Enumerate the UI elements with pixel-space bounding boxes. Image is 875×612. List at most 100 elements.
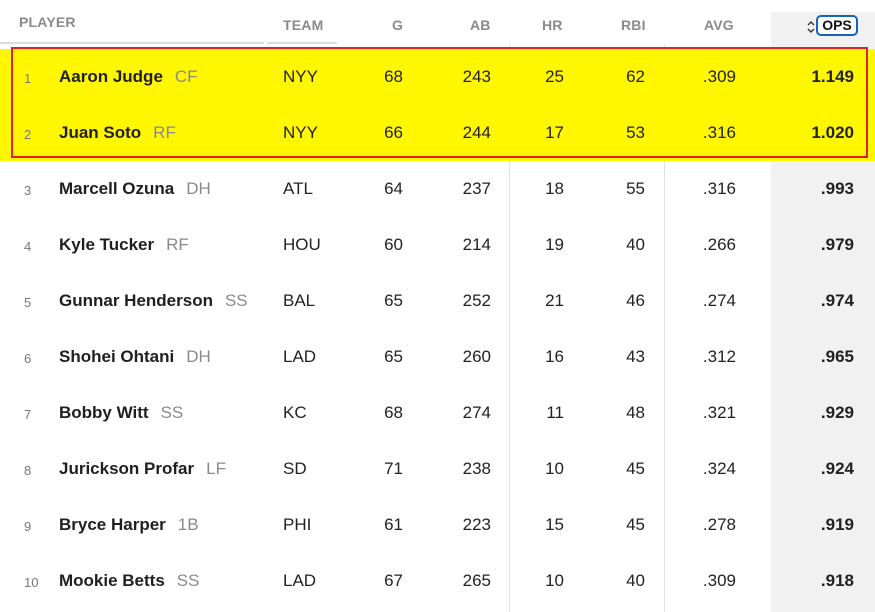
home-runs: 25: [545, 67, 564, 86]
table-row[interactable]: 6 Shohei Ohtani DH LAD 65 260 16 43 .312 …: [0, 329, 875, 385]
player-name-text[interactable]: Bryce Harper: [59, 515, 166, 534]
player-position: SS: [224, 291, 248, 310]
player-name[interactable]: Gunnar Henderson SS: [59, 290, 248, 312]
rbi: 40: [626, 235, 645, 254]
at-bats: 243: [462, 67, 491, 86]
rank: 1: [24, 71, 32, 86]
team: LAD: [283, 571, 317, 590]
rbi: 48: [626, 403, 645, 422]
ops: .979: [820, 235, 854, 254]
batting-average: .266: [702, 235, 736, 254]
header-underline: [267, 42, 337, 44]
batting-average: .309: [702, 571, 736, 590]
sort-arrows-icon[interactable]: [805, 20, 817, 34]
player-name-text[interactable]: Mookie Betts: [59, 571, 165, 590]
player-position: RF: [166, 235, 189, 254]
home-runs: 11: [546, 403, 564, 422]
header-rbi[interactable]: RBI: [621, 17, 646, 33]
player-name[interactable]: Marcell Ozuna DH: [59, 178, 211, 200]
table-row[interactable]: 10 Mookie Betts SS LAD 67 265 10 40 .309 …: [0, 553, 875, 609]
header-g[interactable]: G: [392, 17, 404, 33]
ops: .965: [820, 347, 854, 366]
player-position: RF: [153, 123, 176, 142]
table-row[interactable]: 2 Juan Soto RF NYY 66 244 17 53 .316 1.02…: [0, 105, 875, 161]
player-position: DH: [186, 347, 211, 366]
player-position: SS: [176, 571, 200, 590]
at-bats: 252: [462, 291, 491, 310]
player-name[interactable]: Bryce Harper 1B: [59, 514, 199, 536]
games: 65: [384, 291, 403, 310]
player-name[interactable]: Shohei Ohtani DH: [59, 346, 211, 368]
header-ops-sort-button[interactable]: OPS: [816, 15, 858, 36]
table-row[interactable]: 9 Bryce Harper 1B PHI 61 223 15 45 .278 .…: [0, 497, 875, 553]
batting-average: .324: [702, 459, 736, 478]
rbi: 45: [626, 459, 645, 478]
rank: 7: [24, 407, 32, 422]
rank: 4: [24, 239, 32, 254]
player-name-text[interactable]: Gunnar Henderson: [59, 291, 213, 310]
team: BAL: [283, 291, 316, 310]
table-row[interactable]: 3 Marcell Ozuna DH ATL 64 237 18 55 .316 …: [0, 161, 875, 217]
player-name[interactable]: Mookie Betts SS: [59, 570, 199, 592]
ops: .929: [820, 403, 854, 422]
table-row[interactable]: 8 Jurickson Profar LF SD 71 238 10 45 .32…: [0, 441, 875, 497]
at-bats: 214: [462, 235, 491, 254]
home-runs: 16: [545, 347, 564, 366]
player-position: DH: [186, 179, 211, 198]
at-bats: 237: [462, 179, 491, 198]
player-name[interactable]: Juan Soto RF: [59, 122, 176, 144]
rbi: 45: [626, 515, 645, 534]
home-runs: 10: [545, 459, 564, 478]
at-bats: 265: [462, 571, 491, 590]
player-name-text[interactable]: Shohei Ohtani: [59, 347, 175, 366]
rank: 2: [24, 127, 32, 142]
team: NYY: [283, 67, 318, 86]
home-runs: 15: [545, 515, 564, 534]
table-header: PLAYER TEAM G AB HR RBI AVG OPS: [0, 0, 875, 44]
rbi: 46: [626, 291, 645, 310]
rbi: 40: [626, 571, 645, 590]
home-runs: 19: [545, 235, 564, 254]
player-name-text[interactable]: Marcell Ozuna: [59, 179, 175, 198]
column-divider-avg: [664, 44, 665, 612]
batting-average: .316: [702, 179, 736, 198]
player-name[interactable]: Jurickson Profar LF: [59, 458, 226, 480]
table-row[interactable]: 5 Gunnar Henderson SS BAL 65 252 21 46 .2…: [0, 273, 875, 329]
header-ab[interactable]: AB: [470, 17, 491, 33]
player-position: 1B: [177, 515, 199, 534]
ops: 1.020: [811, 123, 854, 142]
batting-average: .274: [702, 291, 736, 310]
header-player[interactable]: PLAYER: [19, 14, 76, 30]
ops: .918: [820, 571, 854, 590]
player-name-text[interactable]: Kyle Tucker: [59, 235, 155, 254]
header-team[interactable]: TEAM: [283, 17, 324, 33]
at-bats: 223: [462, 515, 491, 534]
rbi: 62: [626, 67, 645, 86]
player-name-text[interactable]: Bobby Witt: [59, 403, 149, 422]
player-name[interactable]: Bobby Witt SS: [59, 402, 183, 424]
player-position: CF: [174, 67, 198, 86]
games: 60: [384, 235, 403, 254]
games: 68: [384, 403, 403, 422]
header-hr[interactable]: HR: [542, 17, 563, 33]
rank: 8: [24, 463, 32, 478]
header-avg[interactable]: AVG: [704, 17, 734, 33]
table-row[interactable]: 4 Kyle Tucker RF HOU 60 214 19 40 .266 .9…: [0, 217, 875, 273]
player-name[interactable]: Kyle Tucker RF: [59, 234, 189, 256]
rank: 10: [24, 575, 39, 590]
player-position: LF: [206, 459, 226, 478]
player-name-text[interactable]: Aaron Judge: [59, 67, 163, 86]
rank: 6: [24, 351, 32, 366]
games: 66: [384, 123, 403, 142]
ops: .919: [820, 515, 854, 534]
player-name-text[interactable]: Jurickson Profar: [59, 459, 195, 478]
team: PHI: [283, 515, 312, 534]
table-row[interactable]: 1 Aaron Judge CF NYY 68 243 25 62 .309 1.…: [0, 49, 875, 105]
team: ATL: [283, 179, 313, 198]
batting-average: .312: [702, 347, 736, 366]
home-runs: 18: [545, 179, 564, 198]
table-row[interactable]: 7 Bobby Witt SS KC 68 274 11 48 .321 .929: [0, 385, 875, 441]
player-name[interactable]: Aaron Judge CF: [59, 66, 198, 88]
at-bats: 238: [462, 459, 491, 478]
player-name-text[interactable]: Juan Soto: [59, 123, 142, 142]
